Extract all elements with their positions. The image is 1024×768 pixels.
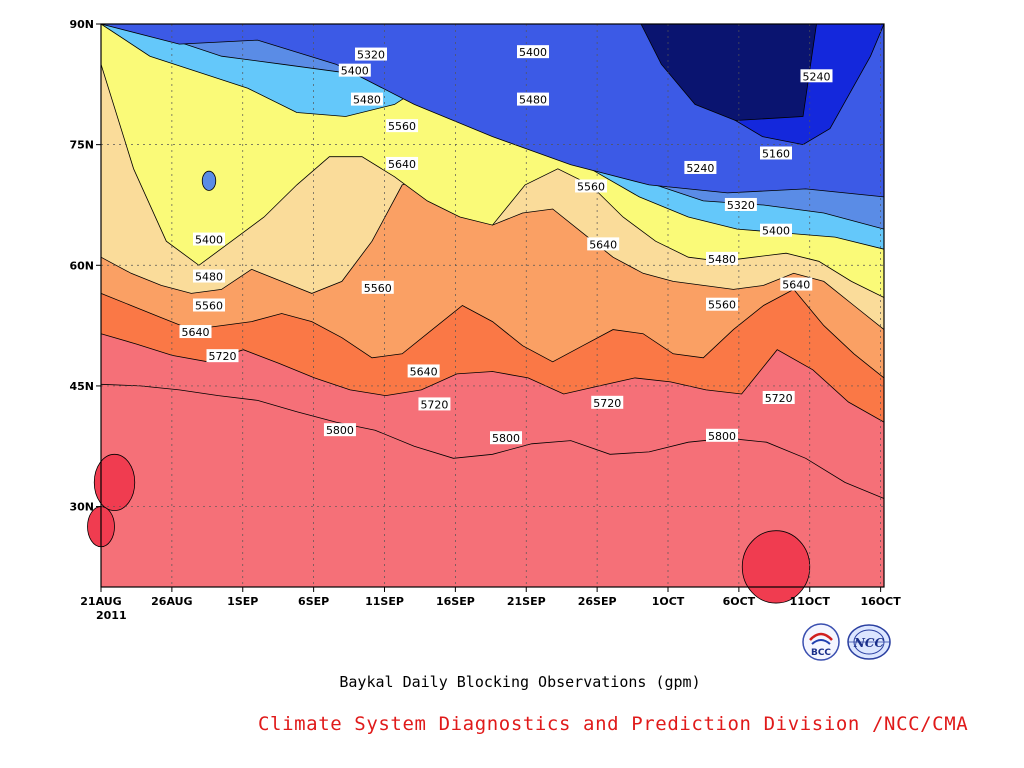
contour-label: 5800	[323, 423, 356, 437]
low-center-0	[201, 170, 217, 191]
svg-text:5640: 5640	[388, 158, 416, 171]
svg-text:5400: 5400	[341, 65, 369, 78]
contour-label: 5560	[193, 298, 225, 313]
contour-label: 5480	[350, 92, 383, 107]
svg-text:5240: 5240	[686, 162, 714, 175]
contour-label: 5400	[760, 223, 792, 238]
contour-labels: 5320 5400 5400 5480 5480 5560 5640 5560 5640 5240…	[179, 45, 833, 445]
contour-label: 5320	[724, 197, 757, 212]
svg-text:5640: 5640	[589, 238, 617, 251]
contour-label: 5640	[780, 277, 813, 292]
svg-text:5160: 5160	[762, 147, 790, 160]
y-tick-label: 60N	[69, 259, 94, 272]
svg-text:5320: 5320	[357, 49, 385, 62]
svg-text:5800: 5800	[708, 430, 736, 443]
y-tick-label: 75N	[69, 139, 94, 152]
contour-label: 5480	[193, 269, 225, 284]
contour-label: 5720	[418, 397, 451, 411]
svg-text:5240: 5240	[803, 70, 831, 83]
x-year-label: 2011	[96, 609, 127, 622]
contour-label: 5640	[386, 156, 419, 171]
contour-label: 5720	[591, 395, 624, 410]
x-tick-label: 16OCT	[861, 595, 902, 608]
y-axis-ticks: 30N 45N 60N 75N 90N	[69, 18, 101, 514]
contour-label: 5800	[490, 431, 522, 445]
plot-frame	[100, 23, 885, 588]
y-tick-label: 90N	[69, 18, 94, 31]
x-tick-label: 11SEP	[365, 595, 404, 608]
svg-text:5560: 5560	[388, 120, 416, 133]
x-tick-label: 6SEP	[298, 595, 329, 608]
ncc-logo-text: NCC	[853, 636, 885, 650]
contour-label: 5560	[361, 280, 394, 295]
chart-caption: Baykal Daily Blocking Observations (gpm)	[339, 673, 701, 691]
svg-text:5640: 5640	[782, 279, 810, 292]
x-tick-label: 11OCT	[790, 595, 831, 608]
x-tick-label: 1SEP	[227, 595, 258, 608]
y-tick-label: 30N	[69, 501, 94, 514]
contour-label: 5560	[575, 179, 608, 193]
x-tick-label: 1OCT	[652, 595, 685, 608]
x-tick-label: 21SEP	[507, 595, 546, 608]
grid-lines	[101, 24, 884, 587]
svg-text:5800: 5800	[492, 432, 520, 445]
contour-label: 5320	[355, 47, 387, 62]
contour-label: 5560	[706, 297, 738, 312]
svg-text:5640: 5640	[410, 365, 438, 378]
svg-text:5800: 5800	[326, 424, 354, 437]
svg-text:5560: 5560	[364, 282, 392, 295]
svg-text:5480: 5480	[353, 94, 381, 107]
bcc-logo-text: BCC	[811, 648, 831, 658]
contour-label: 5400	[193, 232, 225, 247]
x-tick-label: 6OCT	[723, 595, 756, 608]
bcc-logo-icon: BCC	[801, 622, 841, 662]
svg-text:5400: 5400	[762, 225, 790, 238]
contour-label: 5400	[517, 45, 549, 59]
svg-text:5320: 5320	[727, 199, 755, 212]
contour-line-5240	[100, 23, 885, 198]
contour-label: 5400	[338, 63, 371, 78]
svg-text:5480: 5480	[708, 253, 736, 266]
credit-line: Climate System Diagnostics and Predictio…	[258, 713, 969, 735]
contour-label: 5480	[706, 251, 738, 266]
contour-line-5800	[100, 383, 885, 499]
svg-text:5720: 5720	[209, 350, 237, 363]
x-tick-label: 26SEP	[578, 595, 617, 608]
svg-text:5720: 5720	[593, 397, 621, 410]
y-tick-label: 45N	[69, 380, 94, 393]
x-tick-label: 21AUG	[80, 595, 121, 608]
contour-label: 5240	[684, 160, 717, 175]
contour-label: 5720	[206, 349, 239, 363]
svg-text:5480: 5480	[195, 271, 223, 284]
contour-line-5640	[100, 288, 885, 379]
svg-text:5560: 5560	[195, 300, 223, 313]
svg-text:5400: 5400	[519, 46, 547, 59]
svg-text:5560: 5560	[708, 299, 736, 312]
contour-fills	[87, 23, 885, 604]
x-tick-label: 16SEP	[436, 595, 475, 608]
svg-text:5720: 5720	[765, 392, 793, 405]
high-center-2	[741, 530, 811, 604]
contour-label: 5240	[800, 69, 833, 83]
svg-text:5400: 5400	[195, 234, 223, 247]
contour-label: 5800	[706, 428, 738, 443]
contour-label: 5640	[407, 364, 440, 378]
contour-label: 5560	[386, 119, 419, 133]
high-center-0	[93, 453, 136, 511]
svg-text:5480: 5480	[519, 94, 547, 107]
ncc-logo-icon: NCC	[846, 622, 892, 662]
x-axis-ticks: 21AUG 26AUG 1SEP 6SEP 11SEP 16SEP 21SEP 26SEP 1O…	[80, 587, 901, 608]
svg-text:5560: 5560	[577, 180, 605, 193]
contour-line-5480	[100, 64, 885, 298]
svg-text:5720: 5720	[420, 398, 448, 411]
contour-label: 5640	[179, 325, 212, 339]
contour-label: 5720	[762, 390, 795, 405]
contour-label: 5640	[587, 237, 620, 251]
contour-label: 5480	[517, 92, 549, 107]
contour-label: 5160	[760, 146, 792, 160]
x-tick-label: 26AUG	[151, 595, 192, 608]
svg-text:5640: 5640	[182, 326, 210, 339]
